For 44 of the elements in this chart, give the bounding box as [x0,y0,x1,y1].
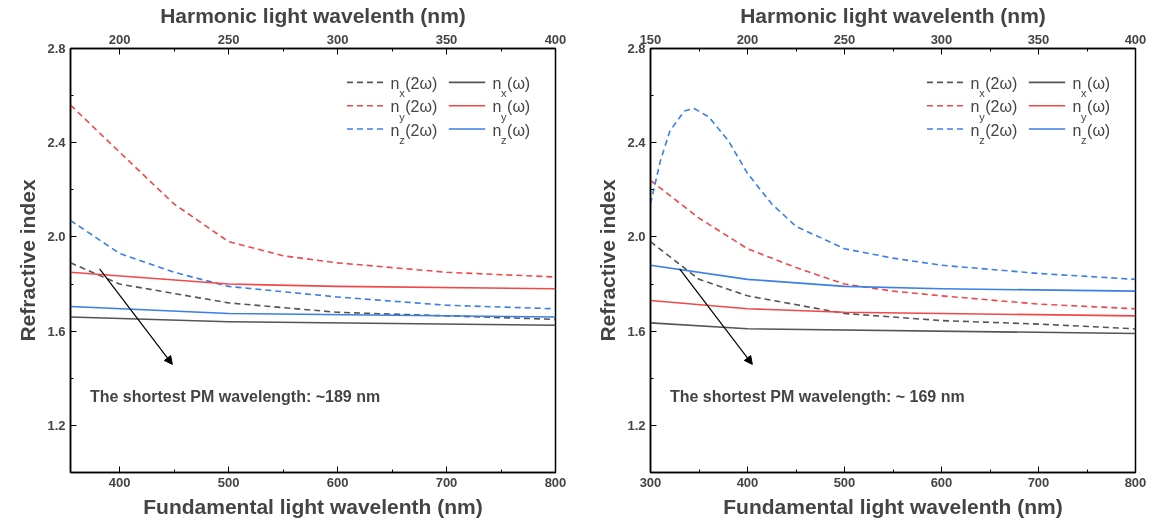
y-tick-label: 1.2 [47,417,66,433]
annotation: The shortest PM wavelength: ~ 169 nm [669,387,965,405]
x-tick-label: 300 [639,474,662,490]
line-series [650,299,1136,317]
x2-tick-label: 300 [326,31,349,47]
y-tick-label: 2.8 [47,41,66,56]
x2-tick-label: 200 [108,31,131,47]
annotation: The shortest PM wavelength: ~189 nm [89,387,381,405]
x2-axis-title: Harmonic light wavelenth (nm) [740,3,1046,27]
line-series [650,179,1136,310]
line-series [650,264,1136,292]
line-series [650,240,1136,330]
x-axis-title: Fundamental light wavelenth (nm) [723,494,1063,518]
x2-tick-label: 400 [544,31,567,47]
x-axis-title: Fundamental light wavelenth (nm) [143,494,483,518]
line-series [70,271,556,290]
y-tick-label: 1.2 [627,417,646,433]
x2-tick-label: 300 [930,31,953,47]
y-axis-title: Refractive index [16,179,40,342]
x2-tick-label: 350 [435,31,458,47]
x2-tick-label: 350 [1027,31,1050,47]
x-tick-label: 400 [108,474,131,490]
y-tick-label: 2.4 [627,135,647,151]
x2-axis-title: Harmonic light wavelenth (nm) [160,3,466,27]
x2-tick-label: 200 [736,31,759,47]
x-tick-label: 800 [544,474,567,490]
line-series [70,262,556,321]
y-tick-label: 1.6 [627,323,646,339]
x-tick-label: 500 [217,474,240,490]
x-tick-label: 700 [1027,474,1050,490]
x-tick-label: 500 [833,474,856,490]
x-tick-label: 700 [435,474,458,490]
y-tick-label: 2.0 [47,229,66,245]
y-tick-label: 2.4 [47,135,67,151]
y-axis-title: Refractive index [596,179,620,342]
x2-tick-label: 400 [1124,31,1147,47]
x-tick-label: 800 [1124,474,1147,490]
x2-tick-label: 250 [217,31,240,47]
y-tick-label: 2.0 [627,229,646,245]
x-tick-label: 400 [736,474,759,490]
y-tick-label: 1.6 [47,323,66,339]
x2-tick-label: 250 [833,31,856,47]
x-tick-label: 600 [930,474,953,490]
x-tick-label: 600 [326,474,349,490]
